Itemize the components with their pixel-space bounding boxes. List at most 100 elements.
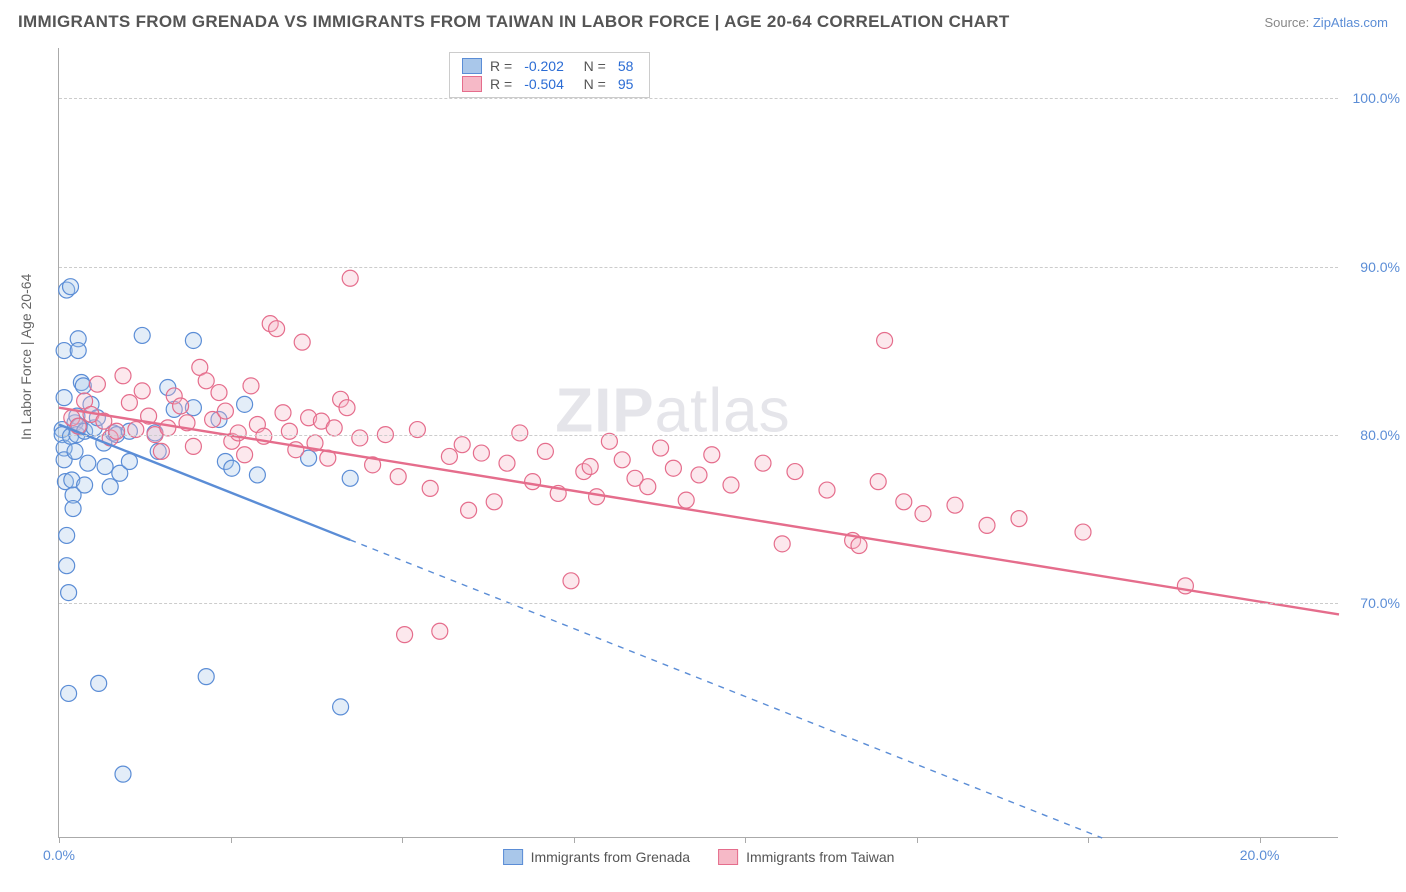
data-point xyxy=(333,699,349,715)
data-point xyxy=(153,443,169,459)
legend-stat-row: R = -0.504 N = 95 xyxy=(462,75,637,93)
x-tick xyxy=(745,837,746,843)
data-point xyxy=(787,464,803,480)
data-point xyxy=(947,497,963,513)
data-point xyxy=(461,502,477,518)
legend-swatch xyxy=(718,849,738,865)
data-point xyxy=(512,425,528,441)
data-point xyxy=(774,536,790,552)
data-point xyxy=(1011,511,1027,527)
legend-r-label: R = xyxy=(490,76,512,92)
x-tick xyxy=(1260,837,1261,843)
gridline xyxy=(59,267,1338,268)
data-point xyxy=(59,558,75,574)
data-point xyxy=(432,623,448,639)
data-point xyxy=(704,447,720,463)
data-point xyxy=(185,438,201,454)
data-point xyxy=(819,482,835,498)
data-point xyxy=(653,440,669,456)
chart-title: IMMIGRANTS FROM GRENADA VS IMMIGRANTS FR… xyxy=(18,12,1010,32)
data-point xyxy=(80,455,96,471)
data-point xyxy=(486,494,502,510)
x-tick-label: 20.0% xyxy=(1240,847,1280,863)
gridline xyxy=(59,435,1338,436)
data-point xyxy=(249,467,265,483)
data-point xyxy=(582,459,598,475)
gridline xyxy=(59,98,1338,99)
legend-r-label: R = xyxy=(490,58,512,74)
data-point xyxy=(56,390,72,406)
chart-plot-area: ZIPatlas R = -0.202 N = 58R = -0.504 N =… xyxy=(58,48,1338,838)
data-point xyxy=(185,332,201,348)
data-point xyxy=(102,479,118,495)
data-point xyxy=(342,270,358,286)
series-legend: Immigrants from Grenada Immigrants from T… xyxy=(503,849,895,865)
data-point xyxy=(211,385,227,401)
x-tick xyxy=(59,837,60,843)
y-axis-label: In Labor Force | Age 20-64 xyxy=(18,274,34,440)
data-point xyxy=(67,443,83,459)
data-point xyxy=(134,327,150,343)
data-point xyxy=(237,396,253,412)
data-point xyxy=(275,405,291,421)
data-point xyxy=(851,538,867,554)
data-point xyxy=(454,437,470,453)
data-point xyxy=(352,430,368,446)
data-point xyxy=(678,492,694,508)
data-point xyxy=(217,403,233,419)
data-point xyxy=(61,585,77,601)
data-point xyxy=(224,460,240,476)
data-point xyxy=(70,343,86,359)
data-point xyxy=(339,400,355,416)
data-point xyxy=(589,489,605,505)
data-point xyxy=(499,455,515,471)
data-point xyxy=(59,527,75,543)
data-point xyxy=(269,321,285,337)
data-point xyxy=(97,459,113,475)
data-point xyxy=(173,398,189,414)
data-point xyxy=(77,477,93,493)
legend-n-value: 95 xyxy=(618,76,634,92)
data-point xyxy=(198,373,214,389)
gridline xyxy=(59,603,1338,604)
source-link[interactable]: ZipAtlas.com xyxy=(1313,15,1388,30)
source-attribution: Source: ZipAtlas.com xyxy=(1264,15,1388,30)
legend-n-value: 58 xyxy=(618,58,634,74)
data-point xyxy=(640,479,656,495)
data-point xyxy=(109,423,125,439)
data-point xyxy=(870,474,886,490)
data-point xyxy=(243,378,259,394)
legend-series-item: Immigrants from Taiwan xyxy=(718,849,894,865)
data-point xyxy=(160,420,176,436)
data-point xyxy=(601,433,617,449)
data-point xyxy=(91,675,107,691)
data-point xyxy=(198,669,214,685)
data-point xyxy=(755,455,771,471)
legend-r-value: -0.504 xyxy=(524,76,564,92)
data-point xyxy=(121,395,137,411)
data-point xyxy=(342,470,358,486)
data-point xyxy=(1075,524,1091,540)
legend-series-label: Immigrants from Grenada xyxy=(531,849,691,865)
data-point xyxy=(473,445,489,461)
trend-line xyxy=(59,408,1339,615)
data-point xyxy=(563,573,579,589)
legend-swatch xyxy=(462,58,482,74)
data-point xyxy=(896,494,912,510)
data-point xyxy=(525,474,541,490)
legend-series-item: Immigrants from Grenada xyxy=(503,849,691,865)
data-point xyxy=(390,469,406,485)
legend-series-label: Immigrants from Taiwan xyxy=(746,849,894,865)
data-point xyxy=(61,685,77,701)
x-tick-label: 0.0% xyxy=(43,847,75,863)
data-point xyxy=(237,447,253,463)
data-point xyxy=(63,279,79,295)
x-tick xyxy=(231,837,232,843)
legend-n-label: N = xyxy=(576,76,606,92)
data-point xyxy=(614,452,630,468)
data-point xyxy=(294,334,310,350)
y-tick-label: 100.0% xyxy=(1353,90,1400,106)
data-point xyxy=(915,506,931,522)
data-point xyxy=(115,368,131,384)
data-point xyxy=(537,443,553,459)
